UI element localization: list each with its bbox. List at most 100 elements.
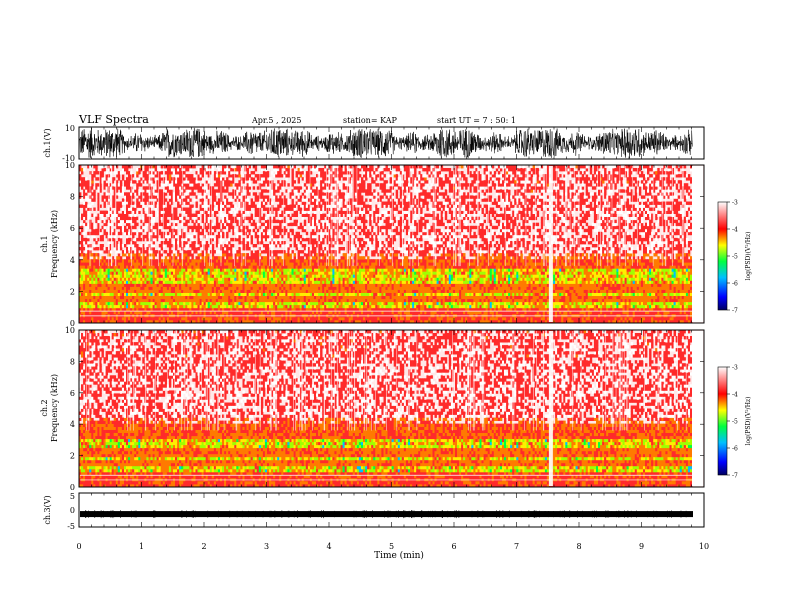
spectrogram-cell bbox=[275, 195, 277, 198]
spectrogram-cell bbox=[189, 293, 191, 296]
spectrogram-cell bbox=[265, 165, 267, 168]
spectrogram-cell bbox=[124, 202, 126, 205]
spectrogram-cell bbox=[218, 202, 220, 205]
spectrogram-cell bbox=[196, 205, 198, 208]
spectrogram-cell bbox=[81, 302, 83, 305]
spectrogram-cell bbox=[99, 287, 101, 290]
spectrogram-cell bbox=[161, 244, 163, 247]
spectrogram-cell bbox=[161, 217, 163, 220]
spectrogram-cell bbox=[118, 256, 120, 259]
spectrogram-cell bbox=[165, 220, 167, 223]
spectrogram-cell bbox=[230, 262, 232, 265]
spectrogram-cell bbox=[108, 287, 110, 290]
spectrogram-cell bbox=[240, 305, 242, 308]
spectrogram-cell bbox=[255, 247, 257, 250]
spectrogram-cell bbox=[238, 238, 240, 241]
spectrogram-cell bbox=[218, 271, 220, 274]
spectrogram-cell bbox=[128, 226, 130, 229]
spectrogram-cell bbox=[132, 305, 134, 308]
spectrogram-cell bbox=[167, 202, 169, 205]
spectrogram-cell bbox=[106, 183, 108, 186]
spectrogram-cell bbox=[146, 195, 148, 198]
spectrogram-cell bbox=[99, 284, 101, 287]
spectrogram-cell bbox=[222, 299, 224, 302]
spectrogram-cell bbox=[179, 287, 181, 290]
spectrogram-cell bbox=[118, 192, 120, 195]
spectrogram-cell bbox=[85, 177, 87, 180]
spectrogram-cell bbox=[136, 308, 138, 311]
spectrogram-cell bbox=[193, 217, 195, 220]
spectrogram-cell bbox=[198, 296, 200, 299]
spectrogram-cell bbox=[185, 247, 187, 250]
spectrogram-cell bbox=[198, 223, 200, 226]
spectrogram-cell bbox=[236, 308, 238, 311]
spectrogram-cell bbox=[222, 277, 224, 280]
spectrogram-cell bbox=[161, 211, 163, 214]
spectrogram-cell bbox=[218, 296, 220, 299]
spectrogram-cell bbox=[251, 214, 253, 217]
spectrogram-cell bbox=[198, 265, 200, 268]
spectrogram-cell bbox=[114, 290, 116, 293]
spectrogram-cell bbox=[161, 250, 163, 253]
spectrogram-cell bbox=[226, 202, 228, 205]
spectrogram-cell bbox=[85, 229, 87, 232]
spectrogram-cell bbox=[189, 205, 191, 208]
spectrogram-cell bbox=[81, 235, 83, 238]
spectrogram-cell bbox=[255, 287, 257, 290]
spectrogram-cell bbox=[81, 180, 83, 183]
spectrogram-cell bbox=[265, 174, 267, 177]
spectrogram-cell bbox=[142, 277, 144, 280]
spectrogram-cell bbox=[193, 241, 195, 244]
spectrogram-cell bbox=[132, 189, 134, 192]
spectrogram-cell bbox=[95, 220, 97, 223]
spectrogram-cell bbox=[146, 296, 148, 299]
spectrogram-cell bbox=[255, 253, 257, 256]
spectrogram-cell bbox=[114, 268, 116, 271]
spectrogram-cell bbox=[179, 305, 181, 308]
spectrogram-cell bbox=[179, 262, 181, 265]
spectrogram-cell bbox=[136, 250, 138, 253]
spectrogram-cell bbox=[218, 208, 220, 211]
spectrogram-cell bbox=[179, 308, 181, 311]
spectrogram-cell bbox=[226, 177, 228, 180]
spectrogram-cell bbox=[128, 271, 130, 274]
spectrogram-cell bbox=[175, 293, 177, 296]
spectrogram-cell bbox=[122, 229, 124, 232]
spectrogram-cell bbox=[151, 277, 153, 280]
spectrogram-cell bbox=[163, 205, 165, 208]
spectrogram-cell bbox=[81, 296, 83, 299]
spectrogram-cell bbox=[122, 217, 124, 220]
spectrogram-cell bbox=[146, 223, 148, 226]
spectrogram-cell bbox=[179, 232, 181, 235]
spectrogram-cell bbox=[157, 232, 159, 235]
spectrogram-cell bbox=[251, 290, 253, 293]
spectrogram-cell bbox=[161, 214, 163, 217]
spectrogram-cell bbox=[161, 223, 163, 226]
spectrogram-cell bbox=[144, 226, 146, 229]
spectrogram-cell bbox=[157, 198, 159, 201]
spectrogram-cell bbox=[132, 265, 134, 268]
spectrogram-cell bbox=[193, 290, 195, 293]
spectrogram-cell bbox=[151, 290, 153, 293]
spectrogram-cell bbox=[155, 195, 157, 198]
spectrogram-cell bbox=[251, 232, 253, 235]
spectrogram-cell bbox=[132, 277, 134, 280]
spectrogram-cell bbox=[93, 214, 95, 217]
spectrogram-cell bbox=[259, 308, 261, 311]
spectrogram-cell bbox=[169, 226, 171, 229]
spectrogram-cell bbox=[95, 274, 97, 277]
spectrogram-cell bbox=[236, 174, 238, 177]
spectrogram-cell bbox=[93, 226, 95, 229]
spectrogram-cell bbox=[216, 211, 218, 214]
spectrogram-cell bbox=[165, 171, 167, 174]
spectrogram-cell bbox=[208, 296, 210, 299]
spectrogram-cell bbox=[238, 165, 240, 168]
spectrogram-cell bbox=[243, 238, 245, 241]
spectrogram-cell bbox=[81, 168, 83, 171]
spectrogram-cell bbox=[253, 229, 255, 232]
spectrogram-cell bbox=[183, 305, 185, 308]
spectrogram-cell bbox=[153, 220, 155, 223]
spectrogram-cell bbox=[120, 223, 122, 226]
spectrogram-cell bbox=[128, 244, 130, 247]
spectrogram-cell bbox=[212, 189, 214, 192]
